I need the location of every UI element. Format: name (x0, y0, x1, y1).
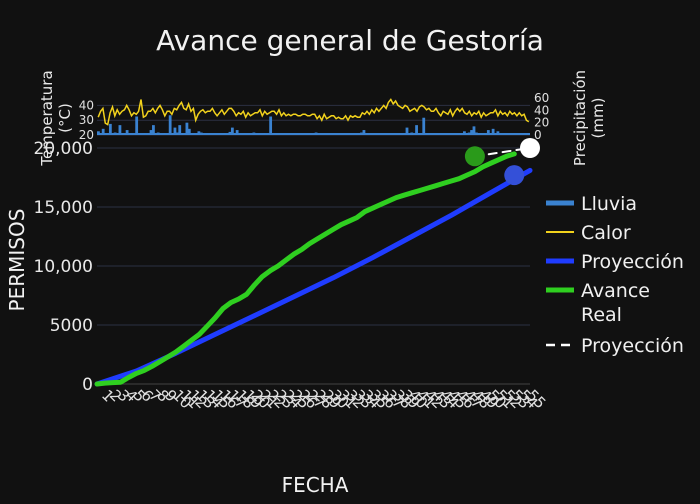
rain-bar[interactable] (269, 116, 273, 136)
rain-bar[interactable] (235, 130, 239, 135)
rain-bar[interactable] (185, 122, 189, 135)
permits-panel: 0500010,00015,00020,00012345678910111213… (34, 138, 549, 412)
rain-bar[interactable] (178, 125, 182, 135)
rain-bar[interactable] (101, 128, 105, 135)
rain-tick-label: 60 (534, 91, 549, 105)
y-tick-label: 20,000 (34, 139, 93, 159)
temp-axis-label: Temperatura(°C) (38, 70, 74, 166)
series-end-marker[interactable] (520, 138, 540, 158)
rain-bar[interactable] (108, 123, 112, 135)
temp-tick-label: 40 (79, 98, 94, 112)
series-line[interactable] (94, 167, 533, 387)
series-end-marker[interactable] (464, 146, 485, 167)
rain-bar[interactable] (486, 130, 490, 135)
chart-title: Avance general de Gestoría (156, 24, 544, 57)
series-line[interactable] (94, 151, 517, 387)
legend-label: Avance Real (581, 280, 650, 326)
rain-bar[interactable] (187, 128, 191, 135)
rain-bar[interactable] (472, 126, 476, 135)
rain-bar[interactable] (152, 125, 155, 135)
legend-item[interactable]: Proyección (546, 251, 684, 273)
rain-bar[interactable] (149, 130, 153, 135)
legend-item[interactable]: Lluvia (546, 193, 637, 215)
rain-bar[interactable] (422, 117, 426, 135)
y-tick-label: 5000 (50, 316, 93, 336)
rain-tick-label: 20 (534, 116, 549, 130)
legend-item[interactable]: Proyección (546, 335, 684, 357)
legend-item[interactable]: Calor (546, 222, 631, 244)
y-tick-label: 15,000 (34, 198, 93, 218)
temperature-line[interactable] (97, 98, 530, 126)
legend[interactable]: Lluvia Calor Proyección Avance Real Proyecció… (546, 193, 684, 357)
temp-tick-label: 20 (79, 128, 94, 142)
rain-bar[interactable] (491, 128, 495, 135)
x-axis-label: FECHA (282, 473, 349, 497)
rain-bar[interactable] (118, 125, 122, 135)
legend-label: Calor (581, 222, 631, 244)
rain-bar[interactable] (173, 127, 177, 135)
rain-baseline (97, 133, 530, 135)
y-tick-label: 10,000 (34, 257, 93, 277)
rain-bar[interactable] (362, 130, 366, 135)
rain-bar[interactable] (125, 130, 129, 135)
rain-bar[interactable] (470, 130, 473, 135)
rain-tick-label: 0 (534, 128, 542, 142)
rain-bar[interactable] (405, 127, 409, 135)
rain-bar[interactable] (230, 127, 234, 135)
rain-bar[interactable] (415, 125, 418, 135)
series-end-marker[interactable] (504, 165, 525, 186)
legend-item[interactable]: Avance Real (546, 280, 650, 326)
y-axis-label: PERMISOS (5, 209, 29, 312)
legend-label: Proyección (581, 335, 684, 357)
rain-bar[interactable] (168, 115, 172, 135)
rain-axis-label: Precipitación(mm) (571, 70, 607, 166)
y-tick-label: 0 (82, 375, 93, 395)
rain-bar[interactable] (135, 116, 139, 136)
legend-label: Lluvia (581, 193, 637, 215)
legend-label: Proyección (581, 251, 684, 273)
temp-tick-label: 30 (79, 113, 94, 127)
rain-tick-label: 40 (534, 103, 549, 117)
